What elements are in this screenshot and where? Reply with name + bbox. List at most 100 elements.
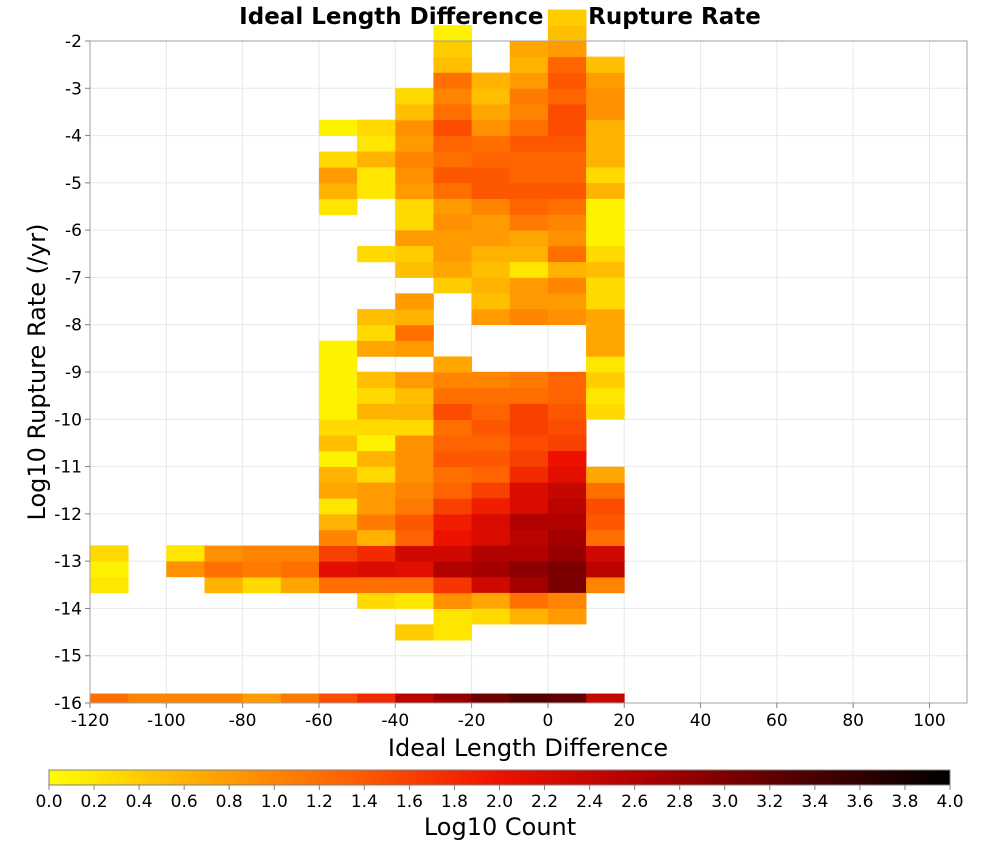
colorbar-ticks: 0.0 0.2 0.4 0.6 0.8 1.0 1.2 1.4 1.6 1.8 2.0 2.2 2.4 2… <box>35 785 964 812</box>
heatmap-cell <box>318 577 358 594</box>
heatmap-cell <box>433 151 472 168</box>
heatmap-cell <box>433 419 472 436</box>
x-tick-label: 100 <box>913 711 945 731</box>
heatmap-cell <box>395 135 434 152</box>
x-axis-label: Ideal Length Difference <box>388 734 668 762</box>
heatmap-cell <box>547 104 587 121</box>
heatmap-cell <box>509 419 549 436</box>
heatmap-cell <box>547 41 587 58</box>
heatmap-cell <box>586 356 625 373</box>
y-tick-label: -8 <box>65 316 82 336</box>
heatmap-cell <box>547 576 587 593</box>
heatmap-cell <box>395 183 434 200</box>
heatmap-cell <box>547 88 587 105</box>
heatmap-cell <box>433 229 472 247</box>
heatmap-cell <box>280 577 320 594</box>
heatmap-cell <box>395 309 434 326</box>
y-tick-label: -5 <box>65 174 82 194</box>
heatmap-cell <box>433 561 472 578</box>
heatmap-cell <box>586 229 625 247</box>
heatmap-cell <box>471 608 511 625</box>
colorbar-tick-label: 2.8 <box>666 792 693 812</box>
heatmap-cell <box>433 40 472 58</box>
colorbar-tick-label: 2.0 <box>486 792 513 812</box>
x-tick-label: -100 <box>147 711 186 731</box>
heatmap-cell <box>318 450 358 467</box>
y-tick-label: -12 <box>54 505 82 525</box>
heatmap-cell <box>586 577 625 594</box>
heatmap-cell <box>204 693 244 704</box>
colorbar-tick-label: 1.0 <box>261 792 288 812</box>
y-tick-label: -4 <box>65 127 82 147</box>
heatmap-cell <box>509 482 549 499</box>
heatmap-cell <box>318 498 358 515</box>
colorbar-tick-label: 0.0 <box>35 792 62 812</box>
heatmap-cell <box>471 261 511 278</box>
y-tick-label: -16 <box>54 694 82 714</box>
heatmap-cell <box>433 482 472 499</box>
heatmap-cell <box>318 419 358 436</box>
heatmap-cell <box>509 403 549 420</box>
heatmap-cell <box>547 434 587 452</box>
y-tick-label: -7 <box>65 268 82 288</box>
y-axis-ticks: -2 -3 -4 -5 -6 -7 -8 -9 -10 -11 -12 -13 -14 -15 -16 <box>54 32 90 714</box>
heatmap-cell <box>318 482 358 499</box>
heatmap-cell <box>166 560 205 578</box>
heatmap-cell <box>586 119 625 136</box>
heatmap-cell <box>395 529 434 546</box>
heatmap-cell <box>547 403 587 420</box>
y-tick-label: -10 <box>54 410 82 430</box>
x-tick-label: -60 <box>305 711 333 731</box>
heatmap-cell <box>586 529 625 546</box>
heatmap-cell <box>547 482 587 499</box>
heatmap-cell <box>280 561 320 578</box>
heatmap-cell <box>395 119 434 137</box>
heatmap-cell <box>547 25 587 42</box>
heatmap-cell <box>586 693 625 704</box>
heatmap-cell <box>433 135 472 152</box>
heatmap-cell <box>547 56 587 73</box>
heatmap-cell <box>318 529 358 546</box>
heatmap-cell <box>318 514 358 531</box>
heatmap-cell <box>509 592 549 609</box>
heatmap-cell <box>433 466 472 483</box>
heatmap-cell <box>509 198 549 215</box>
heatmap-cell <box>395 466 434 483</box>
heatmap-cell <box>433 403 472 420</box>
heatmap-cell <box>471 277 511 294</box>
heatmap-cell <box>357 309 396 326</box>
heatmap-cell <box>586 135 625 152</box>
heatmap-cell <box>357 135 396 152</box>
x-tick-label: 60 <box>766 711 788 731</box>
colorbar-label: Log10 Count <box>424 813 576 841</box>
heatmap-cell <box>357 166 396 184</box>
heatmap-cell <box>547 230 587 247</box>
heatmap-cell <box>357 182 396 199</box>
heatmap-cell <box>586 466 625 483</box>
heatmap-cell <box>509 88 549 105</box>
heatmap-cell <box>280 545 320 562</box>
heatmap-cell <box>586 277 625 294</box>
colorbar-tick-label: 2.4 <box>576 792 603 812</box>
heatmap-cell <box>433 214 472 231</box>
heatmap-cell <box>318 545 358 562</box>
heatmap-cell <box>395 545 434 562</box>
heatmap-cell <box>395 167 434 184</box>
heatmap-cell <box>471 293 511 310</box>
heatmap-cell <box>471 592 511 609</box>
heatmap-cell <box>395 592 434 609</box>
heatmap-cell <box>509 245 549 263</box>
heatmap-cell <box>471 371 511 389</box>
heatmap-cell <box>547 167 587 184</box>
heatmap-cell <box>471 419 511 436</box>
heatmap-cell <box>357 545 396 562</box>
y-tick-label: -11 <box>54 458 82 478</box>
heatmap-cell <box>509 182 549 200</box>
heatmap-cell <box>395 229 434 247</box>
heatmap-cell <box>395 403 434 420</box>
heatmap-cell <box>357 151 396 168</box>
heatmap-cell <box>395 482 434 499</box>
heatmap-cell <box>509 497 549 515</box>
colorbar-tick-label: 1.8 <box>441 792 468 812</box>
heatmap-cell <box>547 293 587 310</box>
